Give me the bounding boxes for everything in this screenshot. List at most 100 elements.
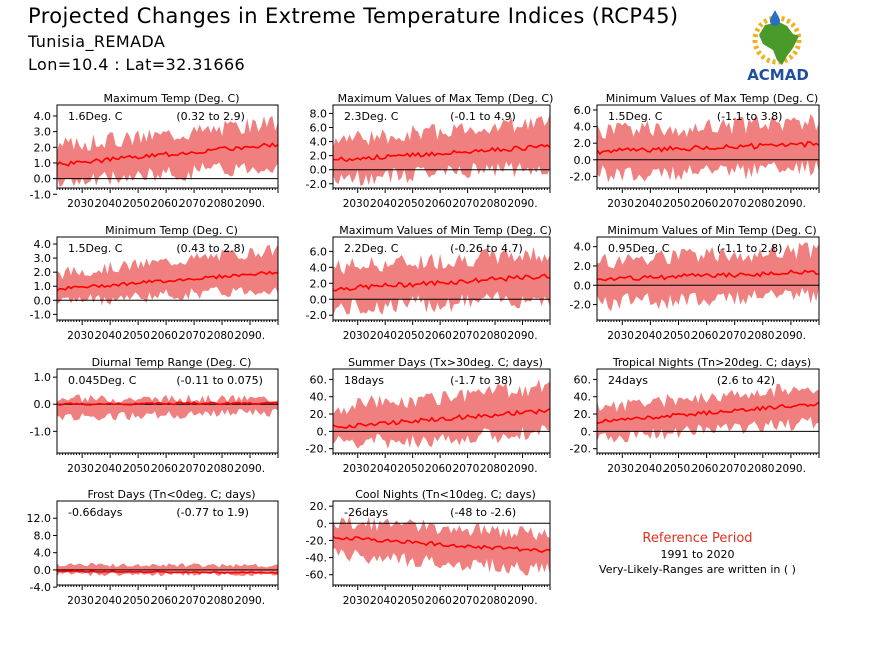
y-tick-label: 2.0 bbox=[310, 277, 328, 290]
x-tick-label: 2090. bbox=[508, 198, 538, 210]
y-tick-label: -1.0 bbox=[30, 188, 51, 201]
ensemble-mean-line bbox=[57, 142, 278, 167]
ensemble-mean-line bbox=[333, 536, 550, 553]
x-tick-label: 2060. bbox=[692, 463, 722, 475]
chart-title: Tropical Nights (Tn>20deg. C; days) bbox=[612, 356, 811, 369]
y-tick-label: -2.0 bbox=[306, 178, 327, 191]
change-value-label: 2.2Deg. C bbox=[344, 242, 399, 255]
x-tick-label: 2040. bbox=[95, 198, 125, 210]
y-tick-label: -2.0 bbox=[570, 299, 591, 312]
ensemble-mean-line bbox=[333, 273, 550, 292]
reference-period: 1991 to 2020 bbox=[660, 548, 735, 561]
x-tick-label: 2030. bbox=[343, 198, 373, 210]
y-tick-label: 1.0 bbox=[34, 280, 52, 293]
ensemble-mean-line bbox=[57, 401, 278, 406]
chart-panel: 60. 40. 20. 0. -20. 2030.2040.2050.2060.2070.… bbox=[306, 356, 551, 475]
y-tick-label: -2.0 bbox=[570, 170, 591, 183]
x-tick-label: 2030. bbox=[607, 198, 637, 210]
x-tick-label: 2060. bbox=[151, 198, 181, 210]
x-tick-label: 2070. bbox=[720, 463, 750, 475]
x-tick-label: 2070. bbox=[453, 463, 483, 475]
x-tick-label: 2040. bbox=[635, 330, 665, 342]
chart-title: Diurnal Temp Range (Deg. C) bbox=[92, 356, 252, 369]
logo-text: ACMAD bbox=[747, 66, 809, 84]
y-tick-label: 12.0 bbox=[27, 512, 52, 525]
chart-title: Minimum Values of Min Temp (Deg. C) bbox=[607, 224, 816, 237]
chart-frame bbox=[332, 104, 551, 189]
africa-map-icon bbox=[759, 22, 799, 65]
chart-title: Minimum Temp (Deg. C) bbox=[105, 224, 238, 237]
x-tick-label: 2090. bbox=[776, 198, 806, 210]
x-tick-label: 2050. bbox=[123, 463, 153, 475]
change-value-label: 2.3Deg. C bbox=[344, 110, 399, 123]
change-value-label: 1.6Deg. C bbox=[68, 110, 123, 123]
x-tick-label: 2080. bbox=[748, 330, 778, 342]
chart-panel: 4.02.00.0-2.02030.2040.2050.2060.2070.20… bbox=[570, 224, 820, 342]
x-tick-label: 2040. bbox=[635, 198, 665, 210]
x-tick-label: 2070. bbox=[720, 330, 750, 342]
x-tick-label: 2080. bbox=[480, 330, 510, 342]
x-tick-label: 2080. bbox=[748, 463, 778, 475]
x-tick-label: 2030. bbox=[343, 595, 373, 607]
x-tick-label: 2050. bbox=[663, 463, 693, 475]
x-tick-label: 2060. bbox=[425, 595, 455, 607]
likely-range-label: (-0.11 to 0.075) bbox=[176, 374, 263, 387]
change-value-label: 0.95Deg. C bbox=[608, 242, 670, 255]
x-tick-label: 2080. bbox=[748, 198, 778, 210]
y-tick-label: 0.0 bbox=[310, 293, 328, 306]
ensemble-mean-line bbox=[597, 269, 819, 282]
likely-range-label: (-0.1 to 4.9) bbox=[450, 110, 516, 123]
y-tick-label: 0.0 bbox=[34, 564, 52, 577]
x-tick-label: 2030. bbox=[67, 330, 97, 342]
x-tick-label: 2050. bbox=[663, 198, 693, 210]
y-tick-label: 0. bbox=[317, 517, 328, 530]
likely-range-band bbox=[57, 116, 278, 188]
x-tick-label: 2090. bbox=[235, 595, 265, 607]
y-tick-label: 6.0 bbox=[310, 122, 328, 135]
y-tick-label: 20. bbox=[310, 500, 328, 513]
change-value-label: 1.5Deg. C bbox=[68, 242, 123, 255]
likely-range-label: (2.6 to 42) bbox=[717, 374, 775, 387]
likely-range-label: (-0.26 to 4.7) bbox=[450, 242, 523, 255]
chart-panel: 1.0 0.0 -1.0 2030.2040.2050.2060.2070.2080.… bbox=[30, 356, 279, 475]
chart-frame bbox=[56, 368, 279, 454]
x-tick-label: 2050. bbox=[398, 330, 428, 342]
x-tick-label: 2050. bbox=[398, 595, 428, 607]
change-value-label: 0.045Deg. C bbox=[68, 374, 137, 387]
chart-frame bbox=[56, 236, 279, 321]
x-tick-label: 2040. bbox=[635, 463, 665, 475]
x-tick-label: 2040. bbox=[370, 330, 400, 342]
x-tick-label: 2090. bbox=[235, 198, 265, 210]
y-tick-label: -60. bbox=[306, 569, 327, 582]
y-tick-label: 0.0 bbox=[34, 294, 52, 307]
x-tick-label: 2040. bbox=[95, 595, 125, 607]
x-tick-label: 2040. bbox=[370, 595, 400, 607]
likely-range-label: (-0.77 to 1.9) bbox=[176, 506, 249, 519]
chart-panel: 20. 0. -20. -40. -60. 2030.2040.2050.2060.207… bbox=[306, 488, 551, 607]
x-tick-label: 2050. bbox=[123, 330, 153, 342]
x-tick-label: 2070. bbox=[179, 330, 209, 342]
y-tick-label: -20. bbox=[570, 443, 591, 456]
y-tick-label: 20. bbox=[574, 408, 592, 421]
x-tick-label: 2070. bbox=[453, 198, 483, 210]
chart-title: Frost Days (Tn<0deg. C; days) bbox=[87, 488, 255, 501]
x-tick-label: 2040. bbox=[370, 463, 400, 475]
x-tick-label: 2050. bbox=[398, 463, 428, 475]
chart-frame bbox=[332, 500, 551, 586]
x-tick-label: 2060. bbox=[692, 198, 722, 210]
y-tick-label: 1.0 bbox=[34, 157, 52, 170]
chart-title: Cool Nights (Tn<10deg. C; days) bbox=[355, 488, 536, 501]
likely-range-label: (-1.1 to 2.8) bbox=[717, 242, 783, 255]
y-tick-label: 0.0 bbox=[34, 398, 52, 411]
x-tick-label: 2030. bbox=[67, 463, 97, 475]
x-tick-label: 2080. bbox=[207, 330, 237, 342]
chart-title: Maximum Values of Max Temp (Deg. C) bbox=[338, 92, 554, 105]
x-tick-label: 2090. bbox=[776, 330, 806, 342]
ensemble-mean-line bbox=[597, 141, 819, 156]
y-tick-label: 20. bbox=[310, 408, 328, 421]
x-tick-label: 2080. bbox=[480, 198, 510, 210]
y-tick-label: 2.0 bbox=[574, 260, 592, 273]
reference-title: Reference Period bbox=[642, 531, 753, 546]
x-tick-label: 2060. bbox=[692, 330, 722, 342]
